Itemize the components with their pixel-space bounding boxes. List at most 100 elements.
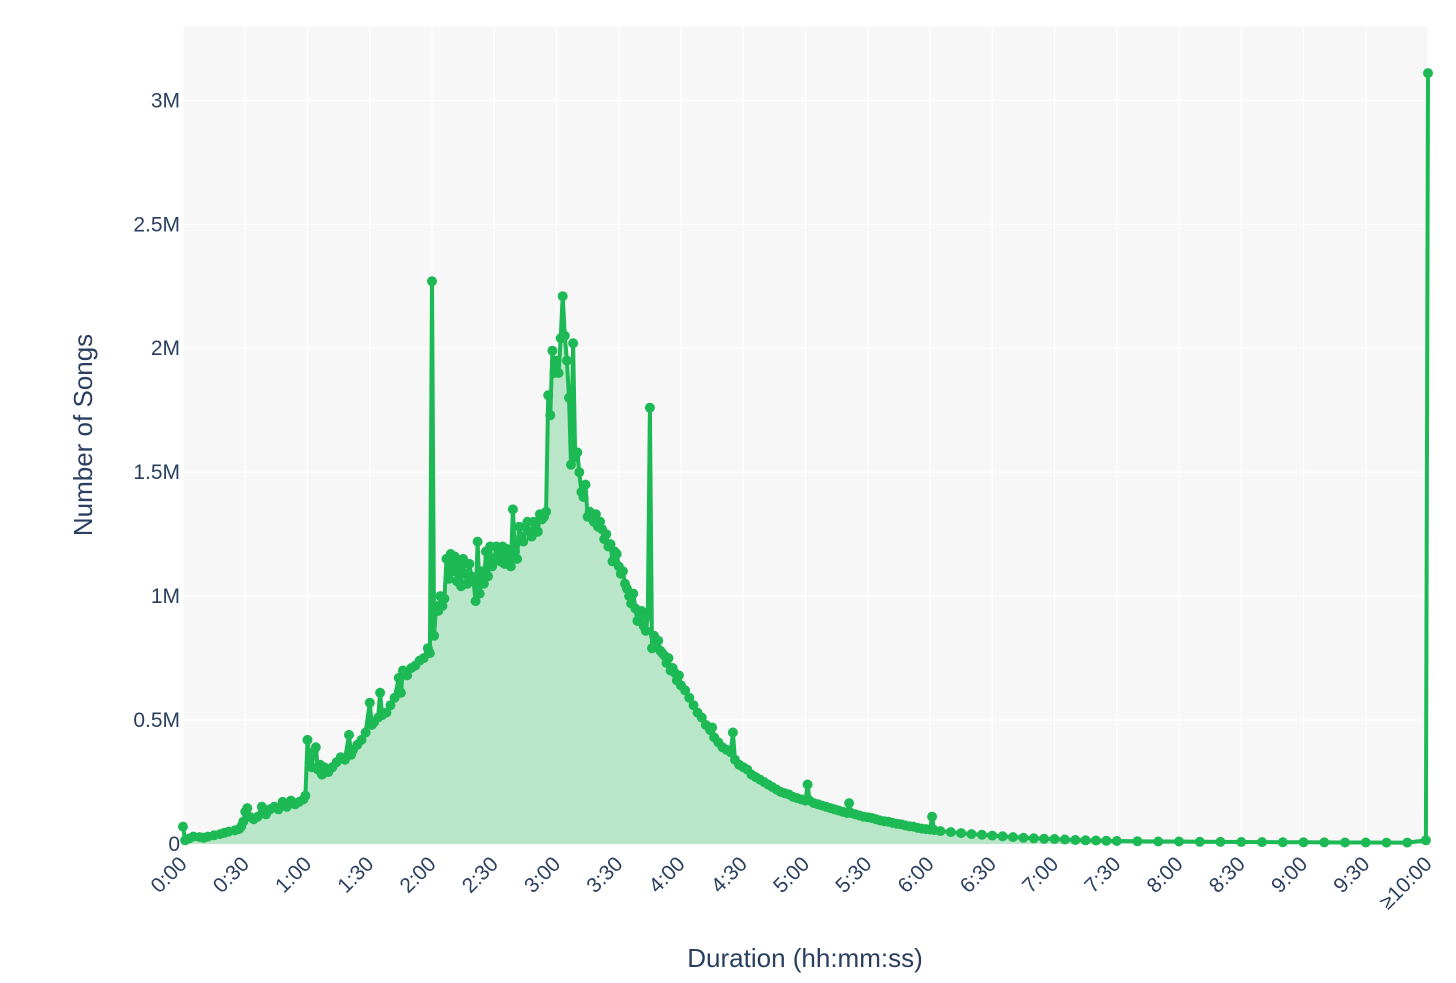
data-point	[1360, 837, 1371, 848]
y-axis-title: Number of Songs	[68, 334, 98, 536]
y-tick-label: 3M	[151, 89, 180, 112]
data-point	[1132, 836, 1143, 847]
data-point	[684, 692, 695, 703]
x-tick-label: 6:30	[956, 852, 1001, 897]
data-point	[707, 722, 718, 733]
data-point	[474, 588, 485, 599]
data-point	[178, 821, 188, 832]
data-point	[395, 687, 406, 698]
x-axis-ticks: 0:00 0:30 1:00 1:30 2:00 2:30 3:00 3:30 4:00 4:30…	[147, 852, 1437, 914]
y-tick-label: 0	[168, 833, 180, 856]
data-point	[680, 685, 691, 696]
data-point	[429, 630, 440, 641]
data-point	[725, 747, 736, 758]
data-point	[673, 670, 684, 681]
data-point	[360, 727, 371, 738]
x-tick-label: 2:00	[396, 852, 441, 897]
x-tick-label: 9:00	[1267, 852, 1312, 897]
data-point	[628, 588, 639, 599]
data-point	[505, 561, 516, 572]
data-point	[557, 291, 568, 302]
data-point	[439, 593, 450, 604]
data-point	[574, 467, 585, 478]
y-tick-label: 1.5M	[133, 461, 180, 484]
data-point	[844, 798, 855, 809]
data-point	[1340, 837, 1350, 848]
data-point	[1402, 837, 1413, 848]
data-point	[1420, 835, 1431, 846]
data-point	[501, 544, 512, 554]
data-point	[997, 831, 1008, 842]
x-axis-title: Duration (hh:mm:ss)	[687, 943, 923, 973]
data-point	[381, 707, 392, 718]
data-point	[1153, 836, 1164, 847]
data-point	[688, 700, 699, 711]
data-point	[447, 566, 458, 577]
data-point	[559, 330, 570, 341]
x-tick-label: 7:00	[1018, 852, 1063, 897]
data-point	[605, 539, 616, 550]
x-tick-label: 3:30	[582, 852, 627, 897]
data-point	[987, 830, 998, 841]
data-point	[601, 529, 612, 540]
data-point	[356, 734, 367, 745]
data-point	[696, 712, 707, 723]
data-point	[310, 742, 321, 753]
data-point	[1298, 837, 1309, 848]
x-tick-label: 1:00	[271, 852, 316, 897]
data-point	[976, 829, 987, 840]
data-point	[1111, 836, 1122, 846]
data-point	[483, 571, 493, 582]
data-point	[1319, 837, 1330, 848]
data-point	[252, 811, 263, 822]
series-area-fill	[183, 73, 1428, 845]
data-point	[1018, 832, 1029, 843]
data-point	[1059, 834, 1070, 845]
data-point	[551, 355, 562, 366]
data-point	[487, 561, 498, 572]
data-point	[424, 648, 435, 659]
data-point	[543, 390, 554, 401]
data-point	[385, 700, 396, 711]
data-point	[1215, 836, 1226, 847]
data-point	[344, 729, 354, 740]
data-point	[1070, 835, 1081, 845]
data-point	[590, 509, 601, 520]
data-point	[1236, 837, 1247, 847]
data-point	[956, 828, 967, 839]
x-tick-label: 0:00	[147, 852, 192, 897]
series-markers	[178, 68, 1433, 848]
data-point	[547, 345, 558, 356]
data-point	[427, 276, 437, 287]
data-point	[393, 672, 404, 683]
data-point	[1423, 68, 1433, 79]
x-tick-label: 2:30	[458, 852, 503, 897]
y-tick-label: 2M	[151, 337, 180, 360]
x-tick-label: 0:30	[209, 852, 254, 897]
x-tick-label: 5:30	[831, 852, 876, 897]
y-tick-label: 1M	[151, 585, 180, 608]
x-tick-label: 4:00	[645, 852, 690, 897]
data-point	[727, 727, 738, 738]
data-point	[470, 596, 481, 607]
x-gridlines	[182, 26, 1429, 844]
x-tick-label: 4:30	[707, 852, 752, 897]
data-point	[273, 804, 284, 815]
data-point	[478, 578, 489, 589]
data-point	[561, 355, 572, 366]
data-point	[553, 368, 564, 378]
data-point	[1381, 837, 1392, 848]
data-point	[1101, 835, 1112, 846]
data-point	[564, 392, 574, 403]
data-point	[512, 553, 523, 564]
data-point	[468, 576, 479, 587]
x-tick-label: 3:00	[520, 852, 565, 897]
data-point	[1174, 836, 1184, 847]
y-tick-label: 2.5M	[133, 213, 180, 236]
x-tick-label: ≥10:00	[1375, 852, 1437, 914]
y-axis-ticks: 0 0.5M 1M 1.5M 2M 2.5M 3M	[133, 89, 180, 856]
data-point	[1194, 836, 1205, 847]
data-point	[545, 410, 556, 421]
data-point	[566, 459, 576, 470]
